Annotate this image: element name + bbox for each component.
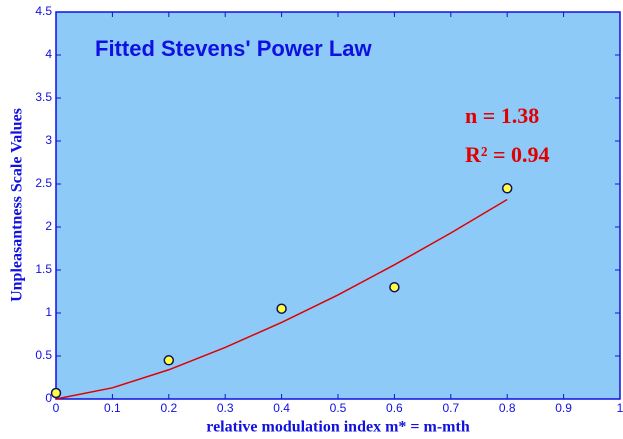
x-tick-label: 0.1 <box>104 401 121 415</box>
x-axis-label: relative modulation index m* = m-mth <box>206 419 470 436</box>
plot-area <box>55 11 621 400</box>
data-point <box>163 355 175 366</box>
x-tick-label: 0.3 <box>217 401 234 415</box>
data-point <box>501 183 513 194</box>
x-tick-label: 0.4 <box>273 401 290 415</box>
y-tick-label: 3.5 <box>35 90 52 104</box>
y-tick-label: 0.5 <box>35 348 52 362</box>
y-tick-label: 2 <box>45 219 52 233</box>
y-tick-label: 0 <box>45 391 52 405</box>
x-tick-label: 0.8 <box>499 401 516 415</box>
y-tick-label: 1 <box>45 305 52 319</box>
y-axis-label: Unpleasantness Scale Values <box>9 108 26 302</box>
chart-title: Fitted Stevens' Power Law <box>95 36 373 61</box>
y-tick-label: 4.5 <box>35 4 52 18</box>
y-tick-label: 4 <box>45 47 52 61</box>
x-tick-label: 0 <box>53 401 60 415</box>
data-point <box>50 387 62 399</box>
data-point <box>389 281 400 293</box>
x-tick-label: 0.6 <box>386 401 403 415</box>
annotation: n = 1.38 <box>465 103 539 128</box>
x-tick-label: 0.7 <box>442 401 459 415</box>
annotation: R² = 0.94 <box>465 142 550 167</box>
x-tick-label: 0.5 <box>330 401 347 415</box>
x-tick-label: 0.9 <box>555 401 572 415</box>
fit-line <box>55 198 508 400</box>
y-tick-label: 1.5 <box>35 262 52 276</box>
x-tick-label: 1 <box>617 401 623 415</box>
data-point <box>276 303 287 314</box>
y-tick-label: 2.5 <box>35 176 52 190</box>
y-tick-label: 3 <box>45 133 52 147</box>
x-tick-label: 0.2 <box>160 401 177 415</box>
